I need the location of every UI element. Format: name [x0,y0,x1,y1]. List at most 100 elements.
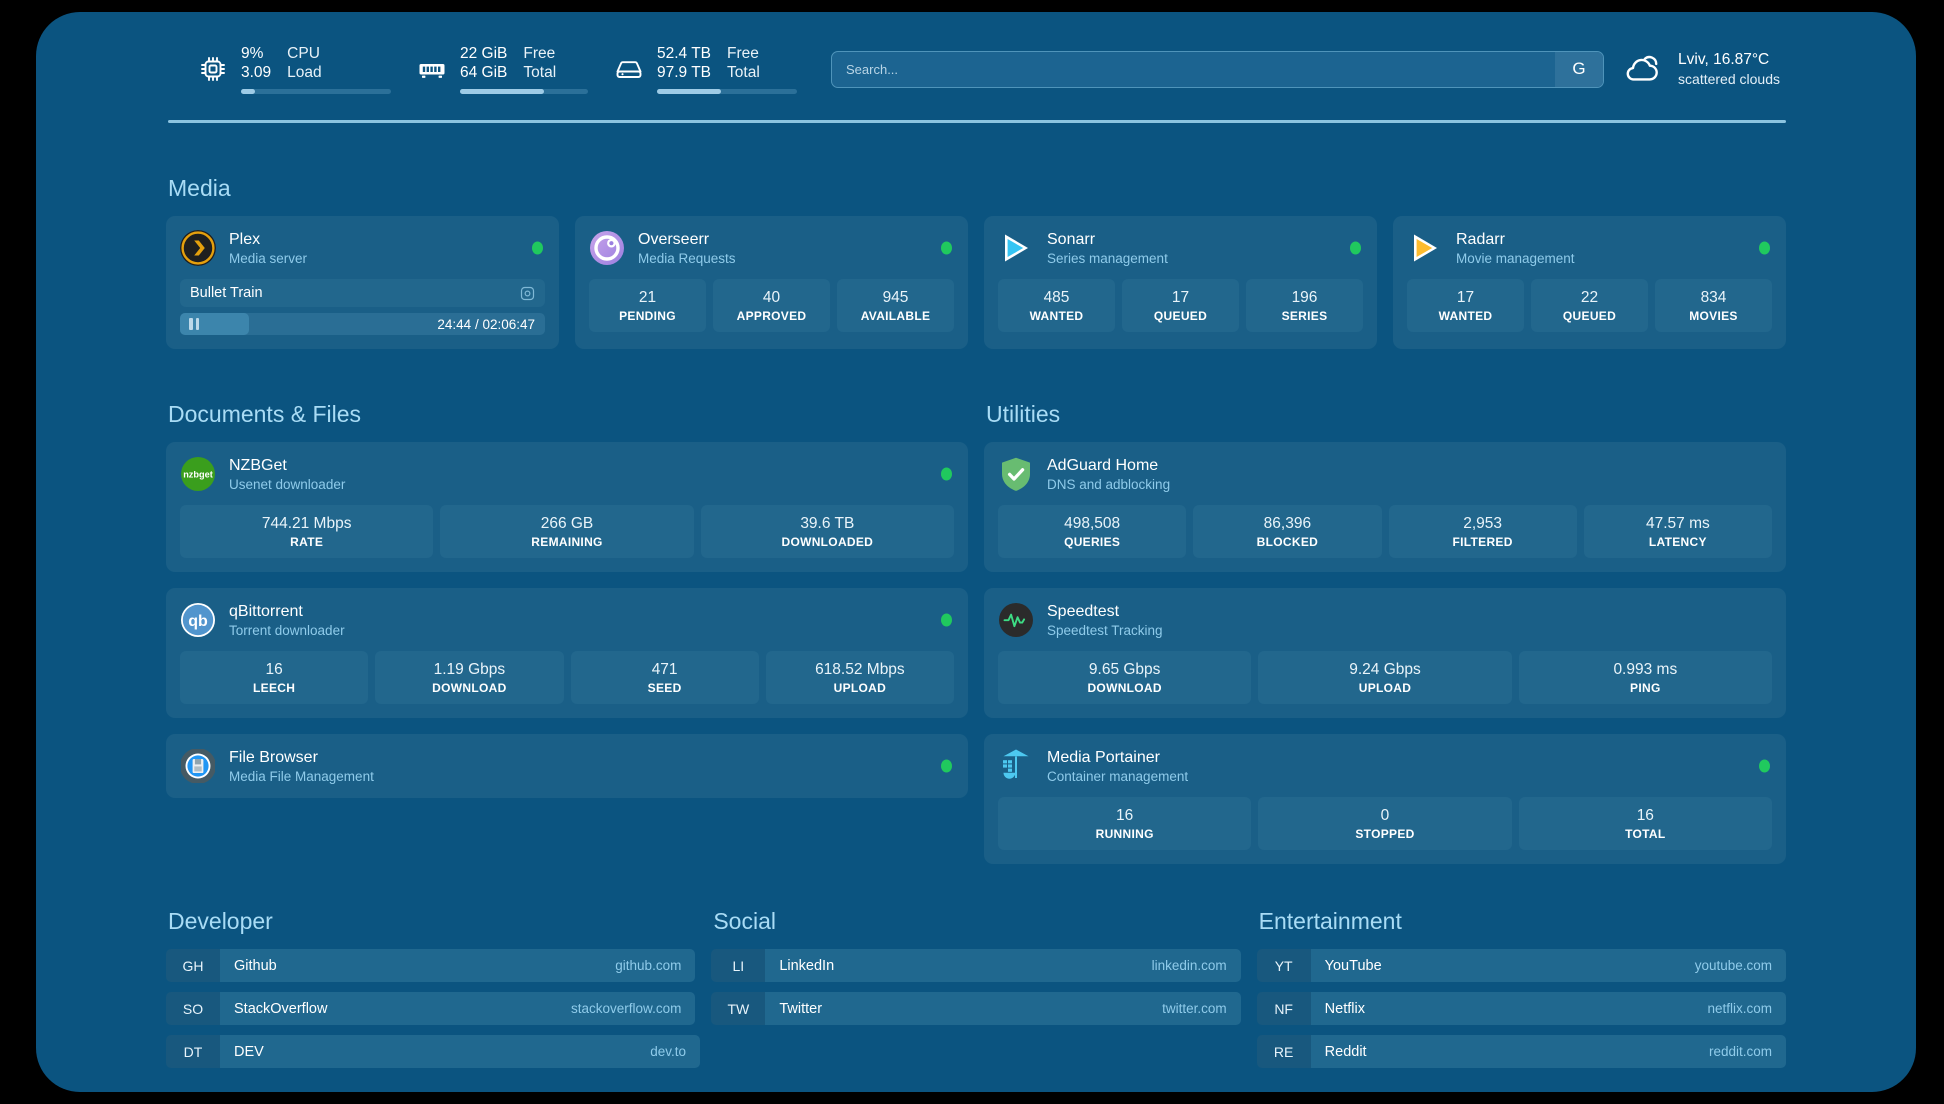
weather-widget: Lviv, 16.87°C scattered clouds [1622,51,1786,87]
search-input[interactable] [832,61,1556,77]
documents-cards: nzbget NZBGet Usenet downloader 744.21 Mbps… [166,442,968,798]
bookmark-item[interactable]: TW Twitter twitter.com [711,992,1241,1025]
service-subtitle: Media Requests [638,250,736,266]
stat-tile-label: QUERIES [1064,535,1121,549]
service-subtitle: Speedtest Tracking [1047,622,1163,638]
search-bar[interactable]: G [831,50,1605,88]
pause-icon[interactable] [189,318,199,330]
service-card-adguard-home[interactable]: AdGuard Home DNS and adblocking 498,508 QUE… [984,442,1786,572]
stat-tile-label: WANTED [1029,309,1084,323]
bookmark-item[interactable]: YT YouTube youtube.com [1256,949,1786,982]
stat-tile-value: 1.19 Gbps [433,661,506,678]
bookmark-item[interactable]: LI LinkedIn linkedin.com [711,949,1241,982]
stat-tile: 266 GB REMAINING [440,505,694,558]
stat-tile: 471 SEED [570,651,759,704]
playback-progress-bar[interactable]: 24:44 / 02:06:47 [180,313,545,335]
service-card-overseerr[interactable]: Overseerr Media Requests 21 PENDING 40 APPROV… [575,216,968,349]
service-name: File Browser [229,748,318,766]
stat-tiles: 485 WANTED 17 QUEUED 196 SERIES [998,279,1363,332]
radarr-logo [1407,230,1443,266]
stat-storage-label-secondary: Total [727,63,760,81]
stat-tile: 47.57 ms LATENCY [1583,505,1772,558]
stat-memory-primary: 22 GiB [460,44,508,62]
stat-tile-value: 0 [1380,807,1390,824]
stat-tile: 17 QUEUED [1122,279,1239,332]
stat-tile-label: QUEUED [1562,309,1617,323]
stat-tiles: 498,508 QUERIES 86,396 BLOCKED 2,953 FILTERED… [998,505,1772,558]
service-card-qbittorrent[interactable]: qb qBittorrent Torrent downloader 16 LEECH 1.… [166,588,968,718]
stat-tile-value: 471 [651,661,678,678]
stat-tile-value: 21 [638,289,657,306]
stat-tile-value: 618.52 Mbps [815,661,905,678]
service-card-file-browser[interactable]: File Browser Media File Management [166,734,968,798]
section-title-utilities: Utilities [986,401,1061,427]
stat-tile-label: DOWNLOAD [1087,681,1162,695]
bookmark-tag: RE [1256,1035,1311,1068]
service-card-nzbget[interactable]: nzbget NZBGet Usenet downloader 744.21 Mbps… [166,442,968,572]
stat-tile: 16 TOTAL [1518,797,1772,850]
stat-tile: 9.24 Gbps UPLOAD [1258,651,1512,704]
stat-tile-label: QUEUED [1153,309,1208,323]
status-indicator [941,759,952,773]
stat-tile-label: TOTAL [1625,827,1666,841]
service-subtitle: Series management [1047,250,1168,266]
bookmark-item[interactable]: SO StackOverflow stackoverflow.com [166,992,696,1025]
service-card-radarr[interactable]: Radarr Movie management 17 WANTED 22 QUEUED 83… [1393,216,1786,349]
bookmark-tag: TW [711,992,766,1025]
service-subtitle: Usenet downloader [229,476,346,492]
service-card-plex[interactable]: Plex Media server Bullet Train 24:44 / 02:0… [166,216,559,349]
stat-tile: 498,508 QUERIES [998,505,1187,558]
bookmarks-area: Developer GH Github github.com SO StackOverfl… [166,908,1786,1092]
bookmark-name: YouTube [1324,957,1382,974]
stat-tiles: 21 PENDING 40 APPROVED 945 AVAILABLE [589,279,954,332]
service-name: Speedtest [1047,602,1120,620]
service-card-sonarr[interactable]: Sonarr Series management 485 WANTED 17 QUEUED… [984,216,1377,349]
stat-tile: 86,396 BLOCKED [1193,505,1382,558]
service-name: Overseerr [638,230,710,248]
service-name: Sonarr [1047,230,1096,248]
stat-storage: 52.4 TB 97.9 TB Free Total [614,45,797,94]
stat-tile-value: 40 [762,289,781,306]
bookmark-url: netflix.com [1707,1001,1772,1016]
search-provider-button[interactable]: G [1555,51,1604,87]
stat-tile-value: 9.24 Gbps [1349,661,1421,678]
stat-tile-value: 0.993 ms [1613,661,1678,678]
service-name: Radarr [1456,230,1505,248]
stat-tile-label: DOWNLOADED [781,535,874,549]
qbittorrent-logo: qb [180,602,216,638]
stat-memory-label-secondary: Total [523,63,557,81]
bookmark-item[interactable]: DT DEV dev.to [166,1035,700,1068]
bookmark-tag: GH [166,949,220,982]
stat-tile-label: FILTERED [1452,535,1513,549]
stat-tile-label: UPLOAD [1358,681,1412,695]
bookmark-item[interactable]: GH Github github.com [166,949,696,982]
svg-text:qb: qb [188,613,208,630]
stat-tile-value: 485 [1043,289,1070,306]
stat-tile-label: RATE [290,535,324,549]
stat-tile-value: 2,953 [1463,515,1503,532]
gear-icon[interactable] [520,286,535,301]
status-indicator [1759,241,1770,255]
status-indicator [941,467,952,481]
status-indicator [532,241,543,255]
overseerr-logo [589,230,625,266]
status-indicator [1759,759,1770,773]
now-playing-row[interactable]: Bullet Train [180,279,545,307]
ram-icon [417,54,447,84]
media-cards-row: Plex Media server Bullet Train 24:44 / 02:0… [166,216,1786,349]
service-card-media-portainer[interactable]: Media Portainer Container management 16 RUN… [984,734,1786,864]
speedtest-logo [998,602,1034,638]
status-indicator [941,613,952,627]
bookmark-item[interactable]: RE Reddit reddit.com [1256,1035,1786,1068]
service-subtitle: Media server [229,250,308,266]
disk-icon [614,54,644,84]
bookmark-url: reddit.com [1708,1044,1772,1059]
service-card-speedtest[interactable]: Speedtest Speedtest Tracking 9.65 Gbps DOWN… [984,588,1786,718]
service-subtitle: Torrent downloader [229,622,345,638]
bookmark-name: DEV [234,1043,264,1060]
bookmark-group-entertainment: Entertainment YT YouTube youtube.com NF Netfl… [1256,908,1786,1078]
weather-location-temp: Lviv, 16.87°C [1678,51,1770,68]
stat-tile: 618.52 Mbps UPLOAD [765,651,954,704]
bookmark-tag: SO [166,992,220,1025]
bookmark-item[interactable]: NF Netflix netflix.com [1256,992,1786,1025]
